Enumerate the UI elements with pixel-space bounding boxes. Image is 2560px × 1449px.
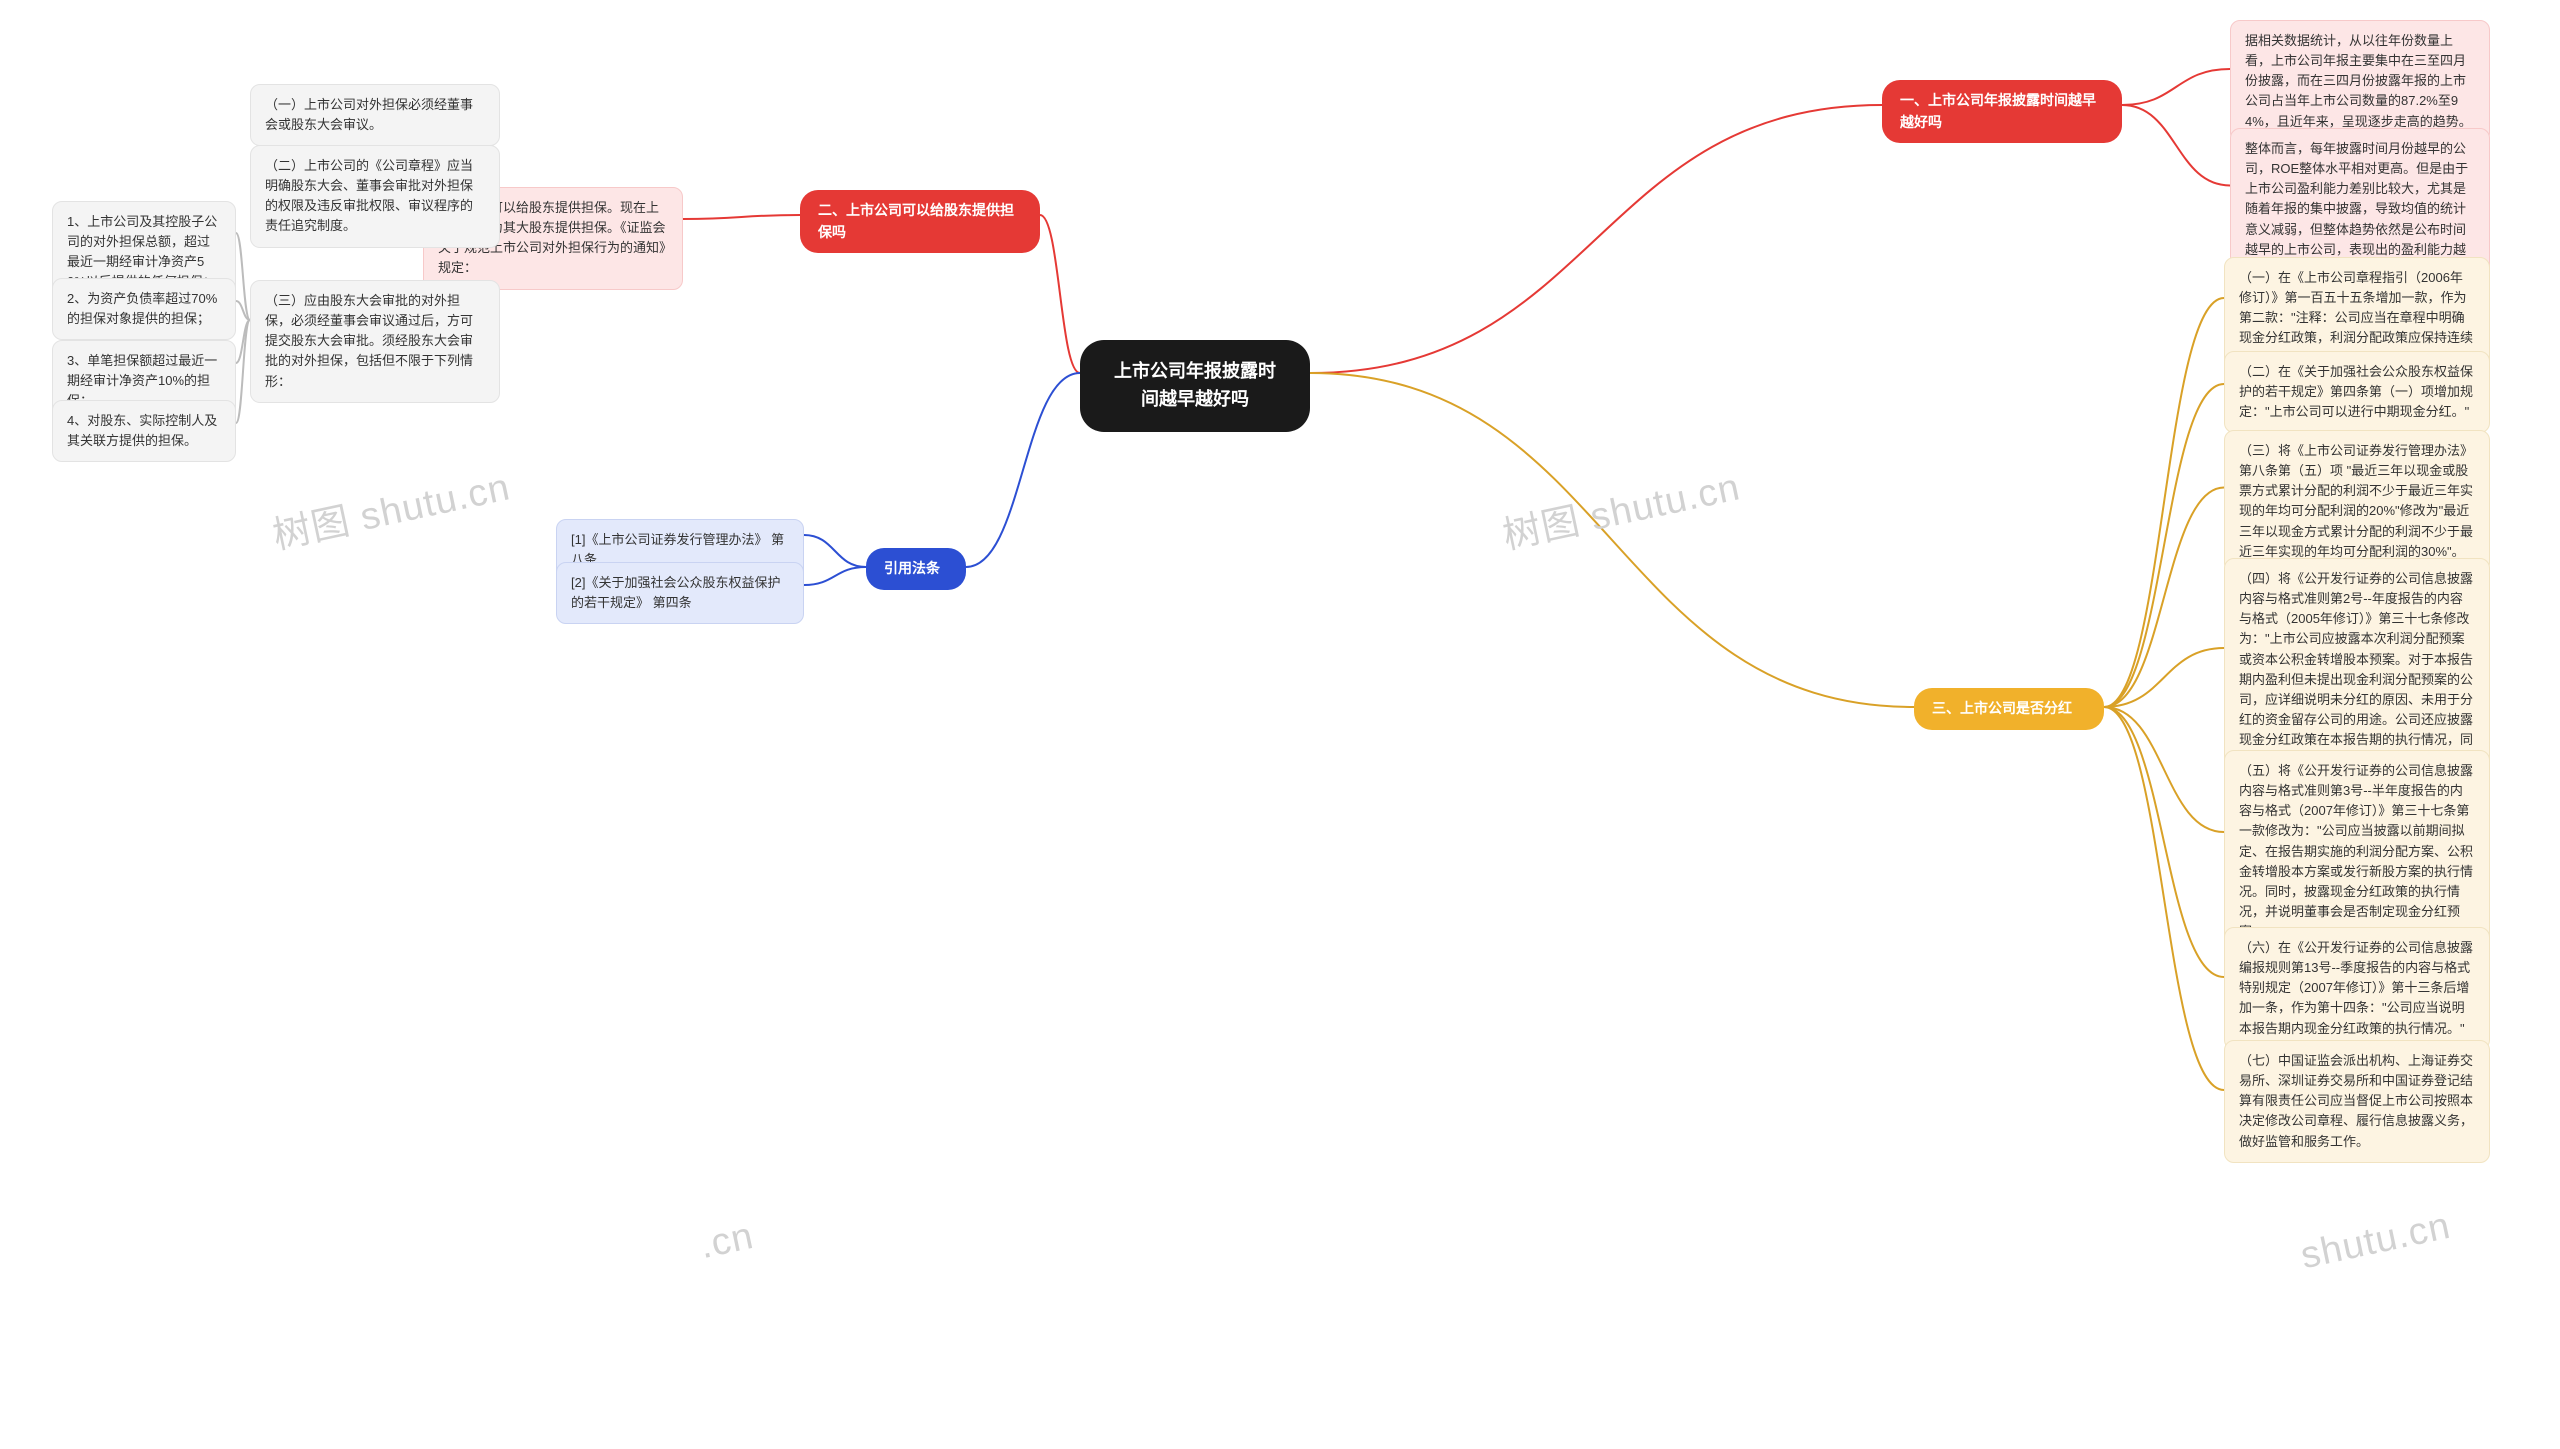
watermark: .cn xyxy=(696,1215,757,1268)
branch-node: 引用法条 xyxy=(866,548,966,590)
watermark: 树图 shutu.cn xyxy=(1497,456,1744,560)
leaf-node: （二）上市公司的《公司章程》应当明确股东大会、董事会审批对外担保的权限及违反审批… xyxy=(250,145,500,248)
mindmap-canvas: 上市公司年报披露时间越早越好吗 一、上市公司年报披露时间越早越好吗 据相关数据统计，… xyxy=(0,0,2560,1449)
leaf-node: （三）将《上市公司证券发行管理办法》第八条第（五）项 "最近三年以现金或股票方式… xyxy=(2224,430,2490,573)
leaf-node: （三）应由股东大会审批的对外担保，必须经董事会审议通过后，方可提交股东大会审批。… xyxy=(250,280,500,403)
branch-node: 三、上市公司是否分红 xyxy=(1914,688,2104,730)
watermark: 树图 shutu.cn xyxy=(267,456,514,560)
leaf-node: 4、对股东、实际控制人及其关联方提供的担保。 xyxy=(52,400,236,462)
branch-node: 二、上市公司可以给股东提供担保吗 xyxy=(800,190,1040,253)
leaf-node: （二）在《关于加强社会公众股东权益保护的若干规定》第四条第（一）项增加规定："上… xyxy=(2224,351,2490,433)
leaf-node: （一）上市公司对外担保必须经董事会或股东大会审议。 xyxy=(250,84,500,146)
center-node: 上市公司年报披露时间越早越好吗 xyxy=(1080,340,1310,432)
leaf-node: （七）中国证监会派出机构、上海证券交易所、深圳证券交易所和中国证券登记结算有限责… xyxy=(2224,1040,2490,1163)
leaf-node: [2]《关于加强社会公众股东权益保护的若干规定》 第四条 xyxy=(556,562,804,624)
leaf-node: （六）在《公开发行证券的公司信息披露编报规则第13号--季度报告的内容与格式特别… xyxy=(2224,927,2490,1050)
branch-node: 一、上市公司年报披露时间越早越好吗 xyxy=(1882,80,2122,143)
watermark: shutu.cn xyxy=(2297,1205,2454,1279)
leaf-node: 2、为资产负债率超过70%的担保对象提供的担保； xyxy=(52,278,236,340)
leaf-node: 据相关数据统计，从以往年份数量上看，上市公司年报主要集中在三至四月份披露，而在三… xyxy=(2230,20,2490,143)
leaf-node: （五）将《公开发行证券的公司信息披露内容与格式准则第3号--半年度报告的内容与格… xyxy=(2224,750,2490,953)
